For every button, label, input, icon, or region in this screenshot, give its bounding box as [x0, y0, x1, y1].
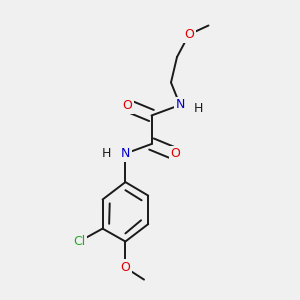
Text: O: O	[171, 147, 180, 161]
Text: N: N	[121, 147, 130, 160]
Text: O: O	[184, 28, 194, 41]
Text: H: H	[102, 147, 111, 160]
Text: O: O	[123, 99, 132, 112]
Text: Cl: Cl	[73, 235, 85, 248]
Text: H: H	[193, 102, 203, 115]
Text: N: N	[175, 98, 185, 112]
Text: O: O	[121, 261, 130, 274]
